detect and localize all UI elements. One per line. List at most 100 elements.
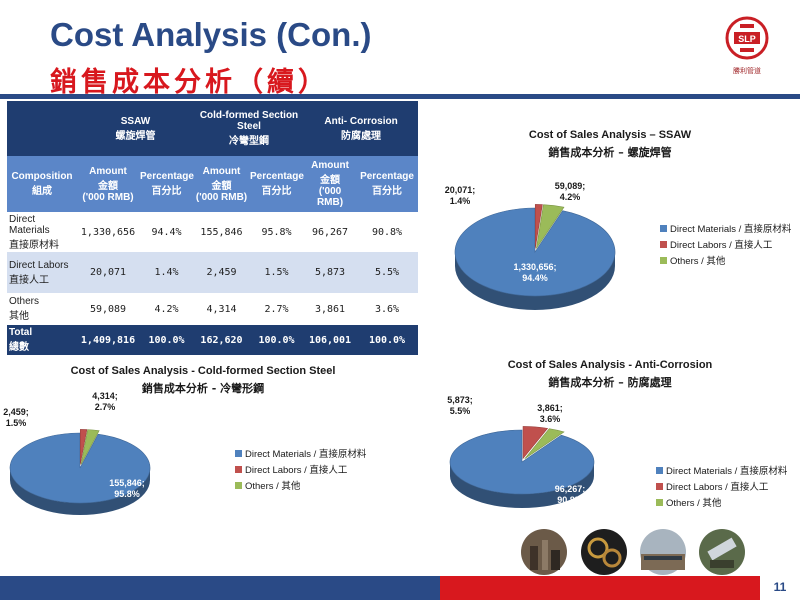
photo-detail [602,548,622,568]
company-logo: SLP [725,16,769,60]
legend-item: Direct Labors / 直接人工 [666,481,769,493]
photo-detail [530,546,538,570]
photo-detail [710,560,734,568]
table-cell: 100.0% [249,325,305,355]
table-cell: 1,330,656 [77,212,139,252]
data-label-direct-materials: 155,846; [109,478,145,488]
legend-item: Direct Materials / 直接原材料 [245,448,367,460]
data-label-direct-materials: 96,267; [555,484,586,494]
legend-swatch [656,483,663,490]
data-label-others: 3,861; [537,403,563,413]
table-row: Direct Materials 直接原材料 1,330,656 94.4% 15… [7,212,419,252]
pie-slice-direct-labors [522,426,549,460]
header-amount: Amount 金額 ('000 RMB) [304,156,357,212]
header-percentage: Percentage 百分比 [139,156,194,212]
chart-title: Cost of Sales Analysis - Anti-Corrosion [508,359,713,371]
pie-chart-anti-corrosion: Cost of Sales Analysis - Anti-Corrosion 銷… [447,359,788,509]
photo-pipeline-field [640,529,686,575]
photo-detail [551,550,560,570]
cost-table: SSAW 螺旋焊管 Cold-formed Section Steel 冷彎型鋼 A… [7,101,419,355]
legend-item: Direct Materials / 直接原材料 [670,223,792,235]
table-cell: 94.4% [139,212,194,252]
page-title-chinese: 銷售成本分析（續） [50,67,329,98]
legend-item: Others / 其他 [670,255,726,267]
chart-legend: Direct Materials / 直接原材料 Direct Labors / … [235,448,367,492]
table-cell: 4.2% [139,293,194,325]
table-total-row: Total 總數 1,409,816 100.0% 162,620 100.0% … [7,325,419,355]
header-composition: Composition 組成 [7,156,77,212]
footer-bar-red [440,576,760,600]
pie-slice-direct-materials [9,432,151,504]
data-label-direct-materials-percent: 94.4% [522,273,548,283]
pie-slice-direct-materials [454,207,616,297]
table-cell: 106,001 [304,325,357,355]
pie-depth [10,468,150,515]
photo-pipe-stacks [521,529,567,575]
table-cell: 3,861 [304,293,357,325]
data-label-others: 59,089; [555,181,586,191]
photo-pipe-laying [699,529,745,575]
table-cell: 162,620 [194,325,249,355]
pie-slice-direct-labors [79,429,88,465]
table-cell: 1.4% [139,252,194,293]
data-label-direct-labors-percent: 1.5% [6,418,27,428]
legend-swatch [235,450,242,457]
photo-detail [587,537,609,559]
data-label-direct-labors: 20,071; [445,185,476,195]
data-label-others-percent: 2.7% [95,402,116,412]
photo-strip [521,529,745,575]
pie-slice-others [80,429,100,465]
legend-swatch [656,499,663,506]
legend-swatch [660,225,667,232]
page-title: Cost Analysis (Con.) [50,16,372,53]
table-cell: 100.0% [356,325,419,355]
pie-slice-side [10,468,150,515]
chart-legend: Direct Materials / 直接原材料 Direct Labors / … [660,223,792,267]
logo-bar-bottom [740,48,754,52]
data-label-direct-materials-percent: 95.8% [114,489,140,499]
row-label-total: Total 總數 [7,325,77,355]
legend-swatch [235,482,242,489]
footer-bar-blue [0,576,440,600]
page-number: 11 [773,580,787,594]
table-cell: 96,267 [304,212,357,252]
logo-badge [734,32,760,44]
legend-item: Direct Labors / 直接人工 [670,239,773,251]
table-corner [7,101,77,156]
legend-item: Others / 其他 [666,497,722,509]
data-label-others-percent: 4.2% [560,192,581,202]
table-group-header: SSAW 螺旋焊管 Cold-formed Section Steel 冷彎型鋼 A… [7,101,419,156]
chart-subtitle: 銷售成本分析 - 冷彎形鋼 [142,381,264,395]
data-label-direct-labors-percent: 5.5% [450,406,471,416]
legend-swatch [660,241,667,248]
data-label-direct-materials: 1,330,656; [513,262,556,272]
data-label-direct-labors: 5,873; [447,395,473,405]
pie-slice-others [524,428,565,460]
logo-mark: SLP [738,34,756,44]
pie-depth [455,252,615,310]
legend-item: Others / 其他 [245,480,301,492]
row-label: Others 其他 [7,293,77,325]
data-label-direct-labors: 2,459; [3,407,29,417]
table-cell: 100.0% [139,325,194,355]
pie-depth [450,462,594,508]
legend-item: Direct Materials / 直接原材料 [666,465,788,477]
table-cell: 2,459 [194,252,249,293]
table-row: Direct Labors 直接人工 20,071 1.4% 2,459 1.5%… [7,252,419,293]
table-cell: 1.5% [249,252,305,293]
table-cell: 2.7% [249,293,305,325]
photo-detail [542,540,548,570]
data-label-others-percent: 3.6% [540,414,561,424]
pie-chart-cold-formed: Cost of Sales Analysis - Cold-formed Sec… [3,365,367,515]
photo-detail [707,537,737,561]
logo-bar-top [740,24,754,28]
photo-circle [581,529,627,575]
photo-pipe-ends [581,529,627,575]
header-amount: Amount 金額 ('000 RMB) [194,156,249,212]
table-cell: 5.5% [356,252,419,293]
table-cell: 3.6% [356,293,419,325]
table-cell: 1,409,816 [77,325,139,355]
pie-slice-direct-materials [449,429,595,495]
pie-slice-direct-labors [534,204,543,249]
table-cell: 5,873 [304,252,357,293]
